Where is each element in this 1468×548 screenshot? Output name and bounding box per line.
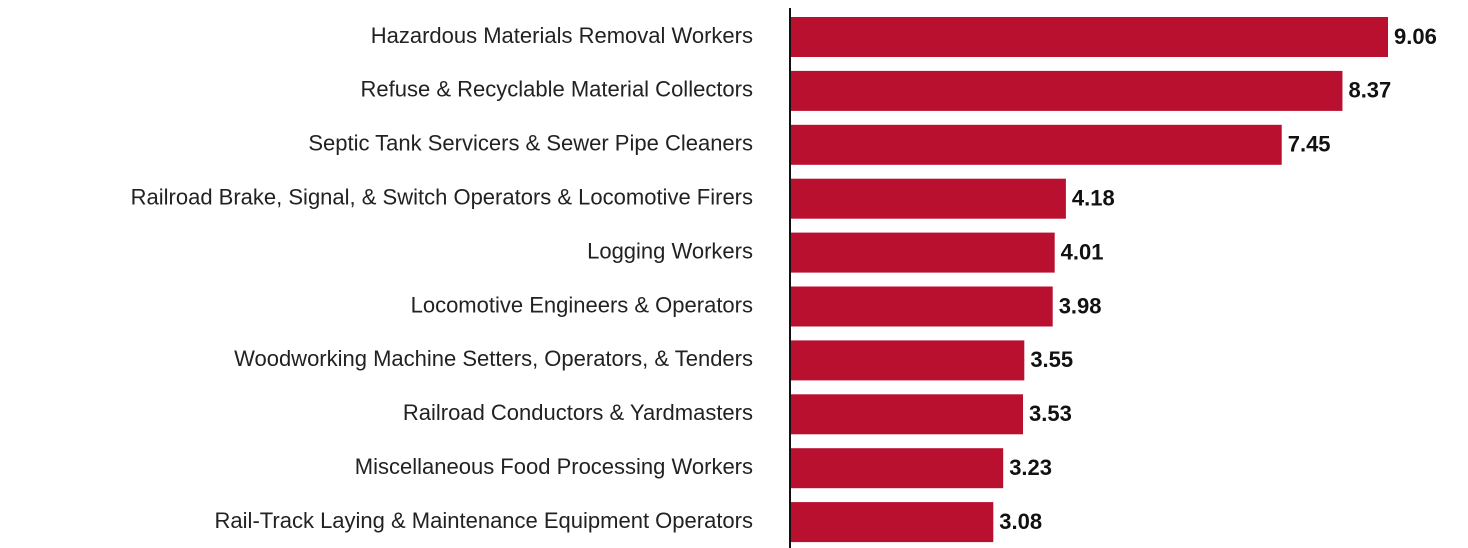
bar xyxy=(790,17,1388,57)
category-label: Hazardous Materials Removal Workers xyxy=(371,23,753,48)
category-label: Refuse & Recyclable Material Collectors xyxy=(361,77,754,102)
value-label: 4.18 xyxy=(1072,186,1115,211)
value-label: 7.45 xyxy=(1288,132,1331,157)
value-label: 3.98 xyxy=(1059,293,1102,318)
bar xyxy=(790,502,994,543)
bar xyxy=(790,340,1025,381)
value-label: 9.06 xyxy=(1394,24,1437,49)
bar xyxy=(790,124,1282,165)
value-label: 3.53 xyxy=(1029,401,1072,426)
category-label: Railroad Conductors & Yardmasters xyxy=(403,400,753,425)
category-label: Railroad Brake, Signal, & Switch Operato… xyxy=(131,185,753,210)
bar xyxy=(790,232,1055,273)
value-label: 3.08 xyxy=(999,509,1042,534)
value-label: 4.01 xyxy=(1061,239,1104,264)
category-label: Locomotive Engineers & Operators xyxy=(411,292,753,317)
category-label: Rail-Track Laying & Maintenance Equipmen… xyxy=(215,508,753,533)
bar xyxy=(790,286,1053,327)
value-label: 3.23 xyxy=(1009,455,1052,480)
category-label: Woodworking Machine Setters, Operators, … xyxy=(234,346,753,371)
category-label: Septic Tank Servicers & Sewer Pipe Clean… xyxy=(308,131,753,156)
bar xyxy=(790,178,1066,219)
value-label: 3.55 xyxy=(1030,347,1073,372)
bar xyxy=(790,448,1004,489)
bar xyxy=(790,70,1343,111)
category-label: Logging Workers xyxy=(587,238,753,263)
bar xyxy=(790,394,1023,435)
category-label: Miscellaneous Food Processing Workers xyxy=(355,454,753,479)
value-label: 8.37 xyxy=(1348,78,1391,103)
